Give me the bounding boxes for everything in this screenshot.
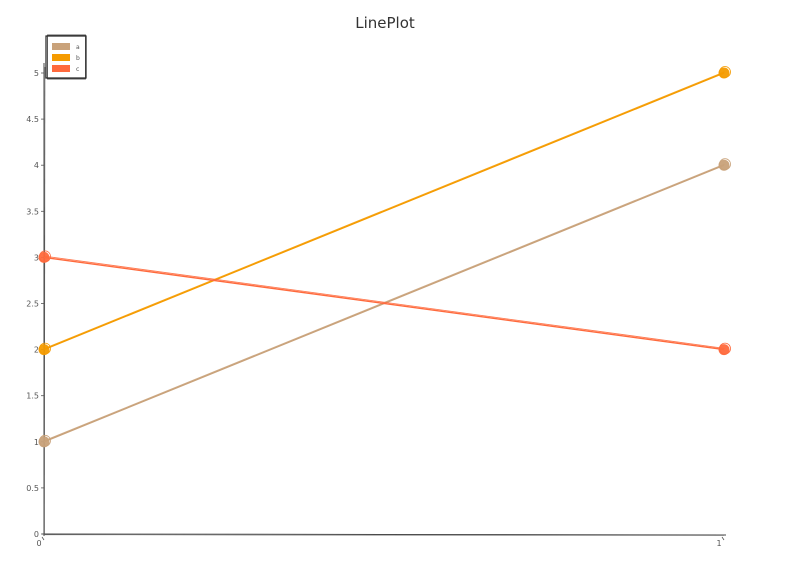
x-tick-label: 1 <box>716 539 721 548</box>
y-tick-label: 2.5 <box>26 300 39 309</box>
data-point-outline-b <box>719 66 731 78</box>
data-point-c <box>718 344 730 356</box>
data-point-outline-a <box>39 434 51 447</box>
legend-box-sketch <box>47 34 86 80</box>
y-tick-label: 5 <box>34 69 39 78</box>
y-axis-line-sketch <box>44 66 46 535</box>
y-tick-label: 2 <box>34 346 39 355</box>
series-line-c <box>43 256 725 351</box>
y-tick-label: 1 <box>34 438 39 447</box>
x-tick-label: 0 <box>36 539 41 548</box>
legend-label-b: b <box>76 55 80 62</box>
data-point-outline-b <box>39 342 51 355</box>
y-tick-label: 4 <box>34 161 39 170</box>
legend-swatch-c <box>52 65 70 72</box>
data-point-outline-c <box>719 342 731 355</box>
legend-label-a: a <box>76 44 80 51</box>
y-tick-label: 0.5 <box>26 484 39 493</box>
x-axis-line-sketch <box>43 534 725 536</box>
data-point-c <box>38 251 50 263</box>
series-line-b <box>43 72 725 351</box>
series-line-sketch-c <box>44 255 725 349</box>
data-point-outline-a <box>719 158 731 171</box>
x-tick <box>721 536 725 541</box>
data-point-b <box>718 67 730 79</box>
y-tick-label: 1.5 <box>26 392 39 401</box>
y-tick-label: 3 <box>34 253 39 262</box>
y-tick-label: 0 <box>34 530 39 539</box>
legend-swatch-b <box>52 54 70 61</box>
x-axis-line <box>41 533 727 536</box>
data-point-b <box>38 344 50 356</box>
data-point-a <box>718 159 730 171</box>
legend-label-c: c <box>76 66 79 73</box>
legend-swatch-a <box>52 43 70 50</box>
chart-title: LinePlot <box>355 14 415 32</box>
series-line-sketch-b <box>44 71 725 349</box>
y-tick-label: 3.5 <box>26 207 39 216</box>
data-point-a <box>38 436 50 448</box>
data-point-outline-c <box>39 250 51 263</box>
legend: abc <box>45 34 87 80</box>
x-tick <box>41 536 45 541</box>
series-layer <box>38 66 731 448</box>
y-tick-label: 4.5 <box>26 115 39 124</box>
